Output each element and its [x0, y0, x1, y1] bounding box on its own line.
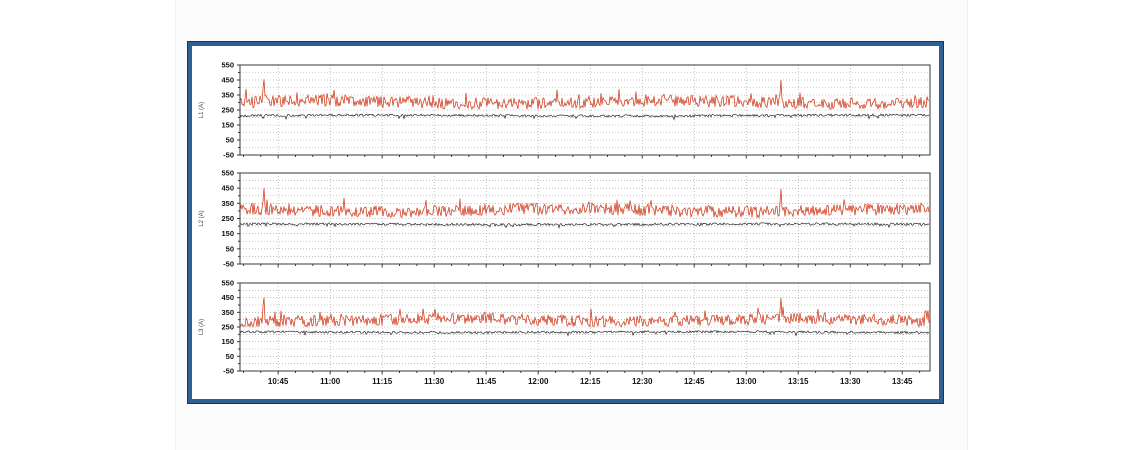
- y-tick-label: 550: [221, 61, 234, 70]
- y-tick-label: 350: [221, 199, 234, 208]
- x-tick-label: 12:45: [684, 377, 705, 386]
- x-tick-label: 13:15: [788, 377, 809, 386]
- y-tick-label: 50: [226, 244, 234, 253]
- series-l2-lower-trace: [239, 222, 930, 229]
- x-tick-label: 11:45: [476, 377, 497, 386]
- panel-ylabel: L2 (A): [199, 210, 205, 226]
- y-tick-label: 450: [221, 184, 234, 193]
- y-tick-label: 150: [221, 121, 234, 130]
- x-tick-label: 12:00: [528, 377, 549, 386]
- x-tick-label: 11:30: [424, 377, 445, 386]
- x-tick-label: 12:30: [632, 377, 653, 386]
- y-tick-label: 550: [221, 169, 234, 178]
- panel-ylabel: L1 (A): [199, 102, 205, 118]
- y-tick-label: 350: [221, 91, 234, 100]
- y-tick-label: 50: [226, 352, 234, 361]
- chart-frame: 550 450 350 250 150 50 -50 L1 (A) 550 450 350 250 15…: [187, 41, 944, 404]
- x-tick-label: 11:00: [320, 377, 341, 386]
- report-page: 550 450 350 250 150 50 -50 L1 (A) 550 450 350 250 15…: [175, 0, 968, 450]
- x-tick-label: 13:30: [840, 377, 861, 386]
- y-tick-label: 450: [221, 76, 234, 85]
- series-l3-phase-current: [239, 297, 930, 329]
- y-tick-label: 250: [221, 214, 234, 223]
- y-tick-label: 250: [221, 323, 234, 332]
- series-l1-lower-trace: [239, 113, 930, 121]
- y-tick-label: 450: [221, 293, 234, 302]
- panel-ylabel: L3 (A): [199, 319, 205, 335]
- y-tick-label: 50: [226, 136, 234, 145]
- chart-panel-1: 550 450 350 250 150 50 -50 L1 (A): [199, 61, 931, 160]
- y-tick-label: 150: [221, 229, 234, 238]
- y-tick-label: -50: [223, 151, 234, 160]
- y-tick-label: -50: [223, 367, 234, 376]
- x-tick-label: 10:45: [268, 377, 289, 386]
- x-tick-label: 13:00: [736, 377, 757, 386]
- x-tick-label: 12:15: [580, 377, 601, 386]
- chart-panel-2: 550 450 350 250 150 50 -50 L2 (A): [199, 169, 931, 269]
- series-l3-lower-trace: [239, 329, 930, 337]
- y-tick-label: 350: [221, 308, 234, 317]
- chart-panel-3: 550 450 350 250 150 50 -50 L3 (A) 10:45 11:00 11:1…: [199, 279, 931, 386]
- x-tick-label: 11:15: [372, 377, 393, 386]
- x-tick-label: 13:45: [892, 377, 913, 386]
- y-tick-label: 550: [221, 279, 234, 288]
- series-l1-phase-current: [239, 79, 930, 111]
- three-phase-current-chart: 550 450 350 250 150 50 -50 L1 (A) 550 450 350 250 15…: [199, 61, 931, 386]
- series-l2-phase-current: [239, 188, 930, 219]
- y-tick-label: 250: [221, 106, 234, 115]
- y-tick-label: 150: [221, 337, 234, 346]
- y-tick-label: -50: [223, 260, 234, 269]
